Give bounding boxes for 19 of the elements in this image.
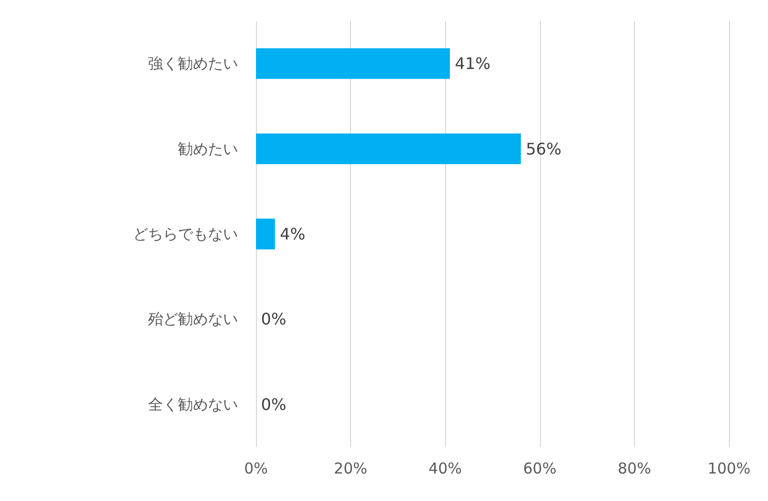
y-tick-label: どちらでもない [133, 225, 238, 243]
x-tick-label: 40% [428, 460, 462, 478]
y-tick-label: 殆ど勧めない [148, 310, 238, 328]
x-tick-label: 80% [618, 460, 652, 478]
bar [256, 133, 521, 164]
bar [256, 218, 275, 250]
y-tick-label: 全く勧めない [148, 395, 238, 414]
data-label: 0% [261, 394, 286, 414]
x-tick-label: 20% [334, 460, 368, 478]
x-tick-label: 0% [244, 460, 268, 478]
bar [256, 48, 450, 79]
data-label: 0% [261, 310, 286, 329]
data-label: 4% [280, 224, 306, 244]
data-label: 41% [454, 54, 490, 74]
y-tick-label: 勧めたい [178, 140, 238, 158]
data-label: 56% [526, 139, 562, 158]
x-tick-label: 60% [523, 460, 556, 478]
x-tick-label: 100% [708, 460, 750, 478]
y-tick-label: 強く勧めたい [148, 54, 238, 73]
